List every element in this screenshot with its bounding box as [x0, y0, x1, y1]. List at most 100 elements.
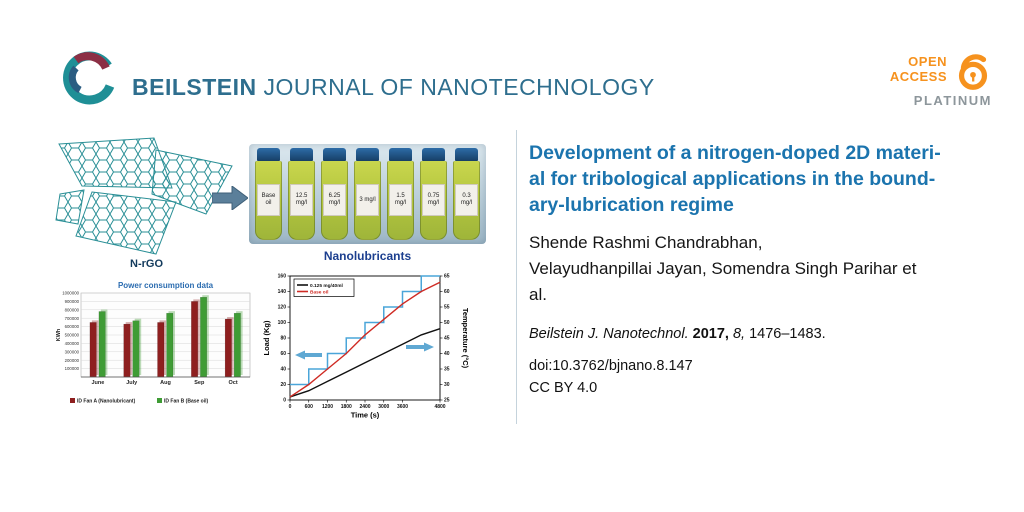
doi: doi:10.3762/bjnano.8.147	[529, 358, 693, 374]
open-access-icon	[958, 54, 988, 90]
vial-cap	[356, 148, 379, 161]
svg-text:400000: 400000	[65, 341, 80, 346]
svg-text:60: 60	[280, 351, 286, 357]
vial-body: 0.75 mg/l	[420, 161, 447, 240]
vial-cap	[257, 148, 280, 161]
svg-text:0.125 mg/40ml: 0.125 mg/40ml	[310, 283, 343, 289]
svg-text:300000: 300000	[65, 349, 80, 354]
svg-text:40: 40	[280, 367, 286, 373]
journal-name-rest: JOURNAL OF NANOTECHNOLOGY	[263, 74, 655, 100]
svg-text:80: 80	[280, 336, 286, 342]
svg-text:Aug: Aug	[160, 380, 171, 386]
beilstein-logo-icon	[63, 51, 115, 105]
load-temperature-line-chart: 0 600 1200 1800 2400 3000 3600 4800 0 20 40 60 80 100…	[262, 274, 470, 420]
svg-text:3000: 3000	[378, 404, 389, 410]
open-access-label: OPEN ACCESS	[889, 54, 947, 84]
vial-body: 12.5 mg/l	[288, 161, 315, 240]
svg-text:600: 600	[305, 404, 314, 410]
citation-year: 2017,	[692, 326, 729, 342]
svg-text:Temperature (°C): Temperature (°C)	[461, 308, 470, 369]
vial: Base oil	[254, 148, 283, 240]
citation-volume: 8,	[732, 326, 746, 342]
svg-text:Load (Kg): Load (Kg)	[262, 320, 271, 355]
power-consumption-bar-chart: 100000 200000 300000 400000 500000 600000 7000…	[56, 281, 251, 405]
svg-text:35: 35	[444, 367, 450, 373]
journal-name-bold: BEILSTEIN	[132, 74, 257, 100]
journal-name: BEILSTEIN JOURNAL OF NANOTECHNOLOGY	[132, 74, 655, 101]
svg-text:700000: 700000	[65, 316, 80, 321]
authors-line: Velayudhanpillai Jayan, Somendra Singh P…	[529, 259, 917, 278]
svg-text:500000: 500000	[65, 333, 80, 338]
vial-label: 12.5 mg/l	[290, 184, 313, 216]
vial-cap	[290, 148, 313, 161]
vial: 0.75 mg/l	[419, 148, 448, 240]
vial: 12.5 mg/l	[287, 148, 316, 240]
svg-text:100000: 100000	[65, 366, 80, 371]
right-block-arrow-icon	[212, 186, 248, 210]
svg-text:900000: 900000	[65, 299, 80, 304]
svg-text:ID Fan A (Nanolubricant): ID Fan A (Nanolubricant)	[77, 399, 136, 405]
open-access-badge: OPEN ACCESS PLATINUM	[876, 50, 994, 108]
svg-text:65: 65	[444, 274, 450, 280]
graphene-sheets-illustration	[55, 137, 233, 255]
svg-text:140: 140	[278, 289, 287, 295]
vial-label: 0.75 mg/l	[422, 184, 445, 216]
authors-line: al.	[529, 285, 547, 304]
title-line: al for tribological applications in the …	[529, 168, 936, 190]
license: CC BY 4.0	[529, 380, 598, 396]
vials-caption: Nanolubricants	[323, 249, 412, 263]
platinum-label: PLATINUM	[913, 93, 992, 108]
svg-text:55: 55	[444, 305, 450, 311]
vial-label: Base oil	[257, 184, 280, 216]
citation: Beilstein J. Nanotechnol. 2017, 8, 1476–…	[529, 326, 997, 342]
vial-body: 1.5 mg/l	[387, 161, 414, 240]
svg-text:45: 45	[444, 336, 450, 342]
svg-text:40: 40	[444, 351, 450, 357]
svg-text:ID Fan B (Base oil): ID Fan B (Base oil)	[164, 399, 209, 405]
title-line: Development of a nitrogen-doped 2D mater…	[529, 142, 941, 164]
vial-body: 6.25 mg/l	[321, 161, 348, 240]
svg-text:2400: 2400	[359, 404, 370, 410]
vial-cap	[323, 148, 346, 161]
svg-text:Power consumption data: Power consumption data	[118, 281, 214, 290]
vial-label: 1.5 mg/l	[389, 184, 412, 216]
vial: 0.3 mg/l	[452, 148, 481, 240]
svg-text:Sep: Sep	[194, 380, 205, 386]
svg-text:120: 120	[278, 305, 287, 311]
svg-text:July: July	[126, 380, 138, 386]
svg-text:June: June	[91, 380, 104, 386]
nanolubricant-vials-photo: Base oil 12.5 mg/l 6.25 mg/l 3 mg/l 1.5 mg/l…	[249, 144, 486, 244]
vertical-divider	[516, 130, 517, 424]
svg-text:25: 25	[444, 398, 450, 404]
svg-text:20: 20	[280, 382, 286, 388]
svg-text:0: 0	[283, 398, 286, 404]
svg-text:200000: 200000	[65, 358, 80, 363]
authors-line: Shende Rashmi Chandrabhan,	[529, 233, 763, 252]
vial-body: Base oil	[255, 161, 282, 240]
svg-text:50: 50	[444, 320, 450, 326]
vial-body: 0.3 mg/l	[453, 161, 480, 240]
svg-text:600000: 600000	[65, 324, 80, 329]
article-authors: Shende Rashmi Chandrabhan, Velayudhanpil…	[529, 230, 997, 308]
citation-pages: 1476–1483.	[749, 326, 826, 342]
svg-text:4800: 4800	[434, 404, 445, 410]
graphene-label: N-rGO	[130, 258, 163, 270]
vials-row: Base oil 12.5 mg/l 6.25 mg/l 3 mg/l 1.5 mg/l…	[249, 144, 486, 244]
svg-text:3600: 3600	[397, 404, 408, 410]
vial-label: 3 mg/l	[356, 184, 379, 216]
vial-label: 0.3 mg/l	[455, 184, 478, 216]
title-line: ary-lubrication regime	[529, 194, 734, 216]
vial-cap	[389, 148, 412, 161]
svg-text:100: 100	[278, 320, 287, 326]
svg-text:0: 0	[289, 404, 292, 410]
svg-text:Oct: Oct	[229, 380, 238, 386]
svg-text:1200: 1200	[322, 404, 333, 410]
vial: 6.25 mg/l	[320, 148, 349, 240]
article-meta: Development of a nitrogen-doped 2D mater…	[529, 140, 997, 396]
svg-text:30: 30	[444, 382, 450, 388]
vial-label: 6.25 mg/l	[323, 184, 346, 216]
vial-cap	[422, 148, 445, 161]
svg-text:160: 160	[278, 274, 287, 280]
svg-text:1800: 1800	[341, 404, 352, 410]
svg-text:800000: 800000	[65, 307, 80, 312]
